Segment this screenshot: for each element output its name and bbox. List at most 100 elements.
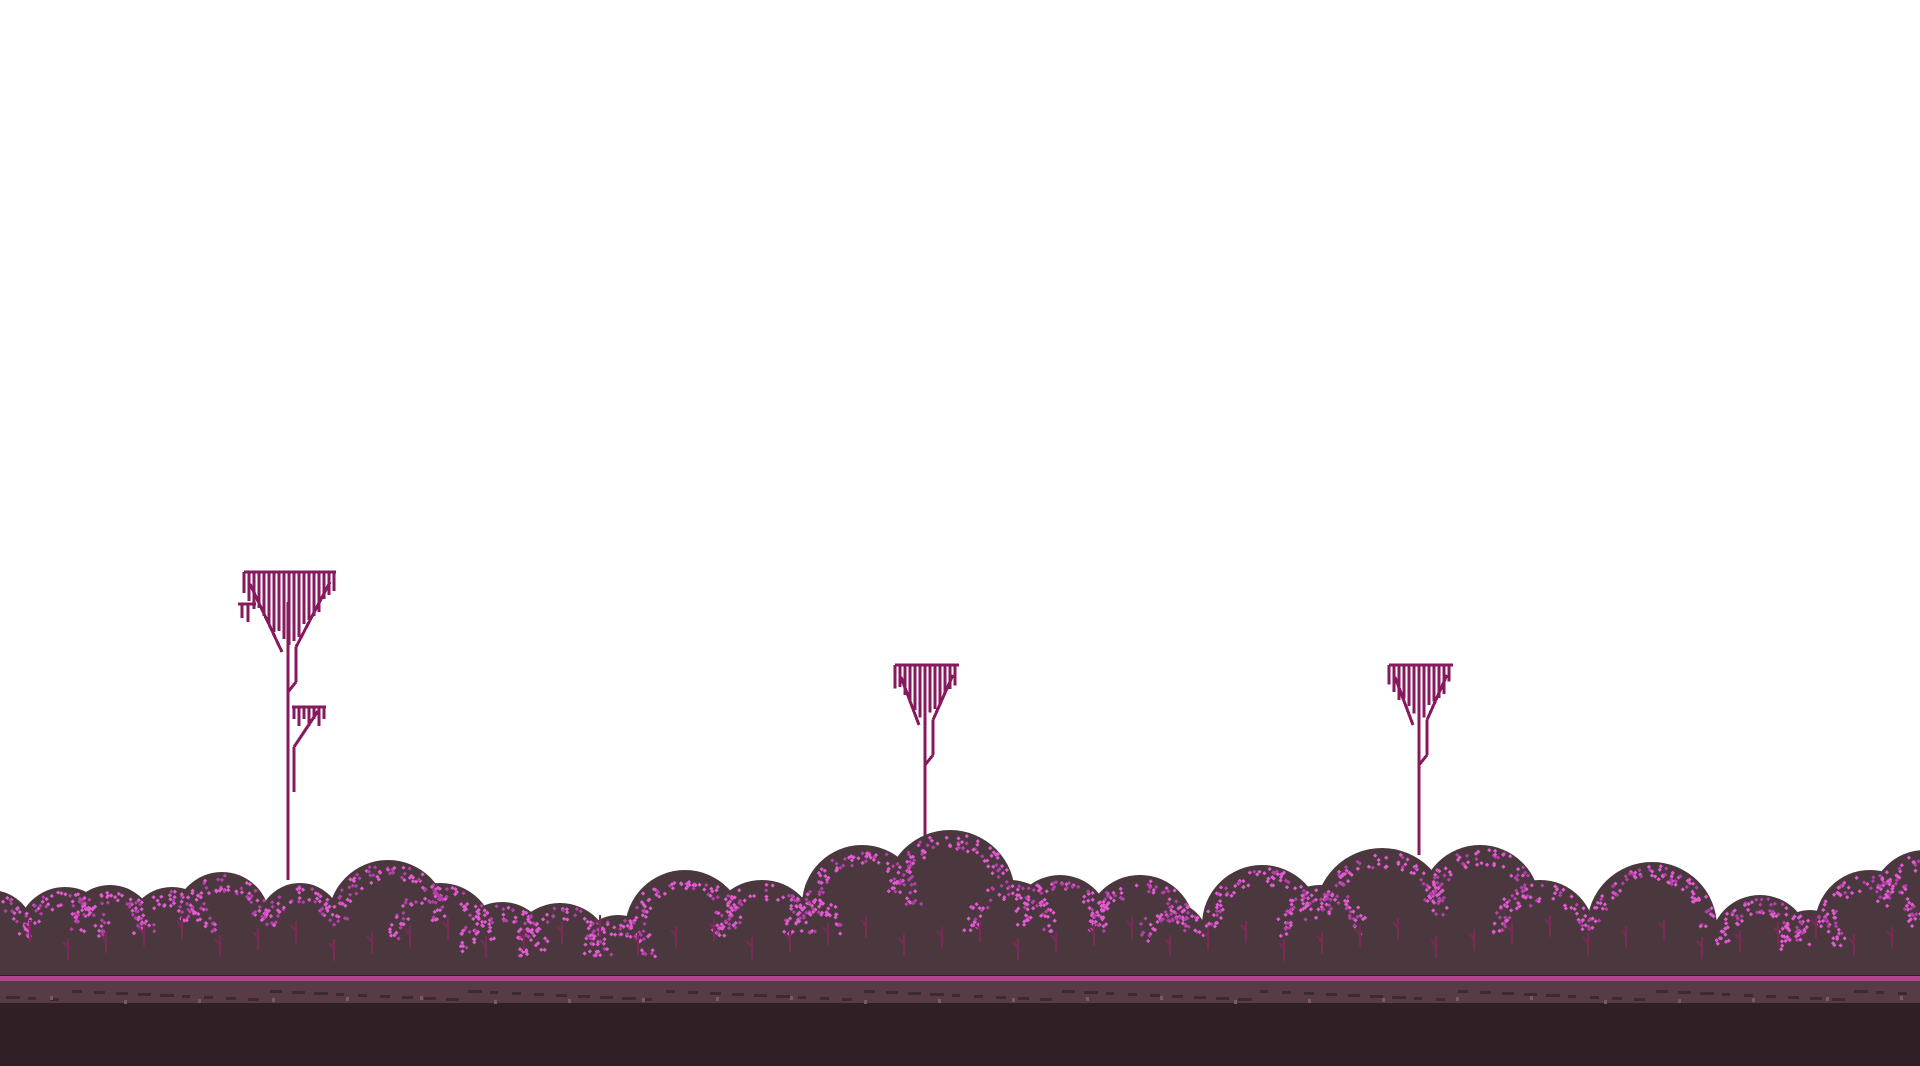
bush-speckle [1767,908,1772,914]
bush-speckle [1298,908,1303,913]
bush-speckle [1139,932,1144,938]
bush-speckle [350,883,355,888]
bush-speckle [764,897,769,902]
bush-speckle [528,915,533,920]
ground-pebble [1766,995,1776,998]
bush-speckle [244,894,250,899]
bush-speckle [262,915,267,920]
bush-speckle [1877,873,1883,878]
bush-speckle [1441,895,1447,900]
bush-speckle [775,897,781,903]
bush-speckle [764,894,769,899]
bush-speckle [1732,908,1737,913]
bush-speckle [1409,870,1414,875]
bush-speckle [1052,918,1057,923]
bush-speckle [585,919,590,924]
bush-speckle [489,916,494,921]
bush-speckle [965,849,970,854]
bush-speckle [907,869,912,874]
ground-pebble [1234,1000,1237,1004]
bush-speckle [1911,913,1916,918]
bush-speckle [1552,891,1558,896]
bush-speckle [1309,893,1314,898]
bush-speckle [1082,894,1087,899]
bush-speckle [1017,884,1022,889]
bush-speckle [912,881,917,887]
bush-speckle [359,886,365,891]
ground-pebble [568,999,571,1003]
bush-speckle [1101,928,1106,934]
bush-speckle [1301,901,1306,906]
bush-speckle [1104,890,1109,895]
bush-speckle [737,888,742,893]
bush-speckle [978,913,983,919]
bush-speckle [1529,883,1534,888]
bush-speckle [1656,877,1661,882]
bush-speckle [371,873,376,878]
bush-speckle [270,904,275,909]
bush-speckle [1484,862,1490,867]
bush-speckle [471,916,476,922]
bush-speckle [897,881,903,886]
ground-strip [0,979,1920,1003]
bush-speckle [1464,853,1470,858]
ground-pebble [1826,997,1829,1001]
bush-speckle [195,893,201,898]
bush-speckle [593,953,598,958]
bush-speckle [996,874,1001,880]
bush-speckle [817,892,822,897]
bush-speckle [1183,916,1188,922]
ground-pebble [292,991,305,994]
bush-speckle [642,904,648,909]
bush-speckle [234,889,239,894]
bush-speckle [1319,904,1324,910]
bush-speckle [1833,909,1839,914]
bush-speckle [864,854,869,859]
bush-speckle [270,900,275,905]
ground-pebble [1612,997,1622,1000]
bush-speckle [824,880,830,885]
bush-speckle [722,933,727,938]
bush-speckle [1824,919,1830,924]
bush-speckle [1734,913,1739,919]
bush-speckle [693,883,698,888]
bush-speckle [1602,902,1608,907]
ground-pebble [1238,998,1252,1001]
bush-speckle [1345,878,1351,884]
bush-speckle [816,910,821,915]
bush-speckle [588,923,593,928]
bush-speckle [1348,909,1353,915]
bush-speckle [1090,907,1095,912]
bush-speckle [834,861,839,866]
bush-speckle [1638,874,1644,879]
bush-speckle [1366,864,1372,869]
bush-speckle [169,889,174,894]
bush-speckle [820,901,826,906]
bush-speckle [1913,868,1918,873]
bush-speckle [702,887,707,892]
bush-speckle [212,922,218,927]
bush-speckle [1324,902,1329,907]
ground-pebble [402,996,413,999]
ground-pebble [886,991,898,994]
bush-speckle [1447,869,1452,875]
bush-speckle [726,926,732,931]
bush-speckle [897,865,903,870]
bush-twig [1506,922,1513,944]
bush-speckle [1269,883,1274,888]
bush-speckle [982,858,987,864]
bush-speckle [1913,916,1918,921]
bush-speckle [536,926,541,931]
bush-speckle [528,937,534,943]
bush-speckle [1146,889,1151,894]
bush-speckle [1031,887,1036,893]
bush-speckle [644,909,650,915]
bush-speckle [1305,890,1310,895]
bush-speckle [1351,909,1356,914]
bush-speckle [1424,887,1429,893]
bush-speckle [318,908,323,913]
bush-speckle [1103,922,1109,927]
bush-twig [1810,916,1817,938]
bush-speckle [1089,919,1095,924]
